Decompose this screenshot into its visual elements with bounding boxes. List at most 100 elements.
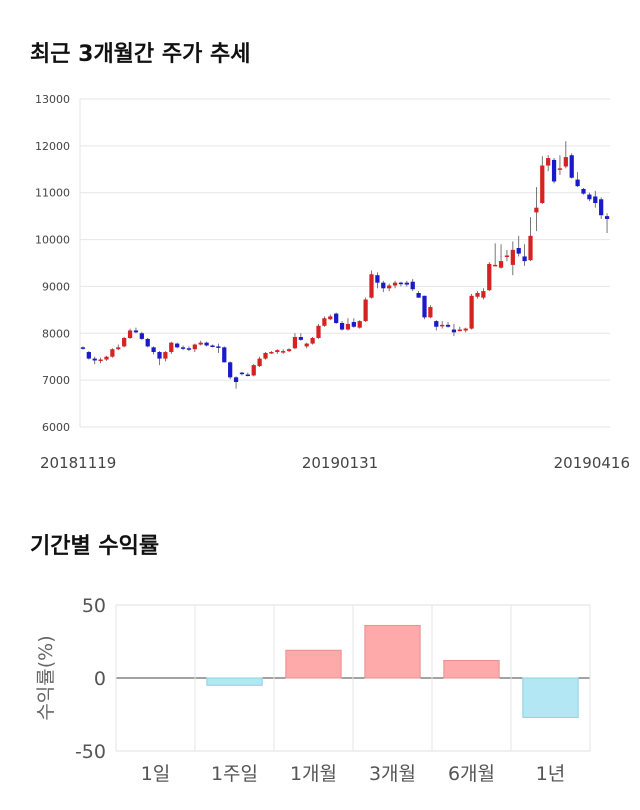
candle-body <box>269 352 274 354</box>
candle-body <box>245 374 250 377</box>
candle-body <box>286 349 292 352</box>
price-y-tick-label: 6000 <box>42 421 70 434</box>
candle-body <box>334 313 339 323</box>
candle-body <box>575 179 580 187</box>
candle-body <box>233 377 239 383</box>
returns-bar <box>206 677 263 686</box>
returns-title: 기간별 수익률 <box>30 534 160 559</box>
price-y-tick-label: 12000 <box>35 140 70 153</box>
candle-body <box>410 281 415 290</box>
candle-body <box>210 345 215 347</box>
candle-body <box>281 351 286 353</box>
candle-body <box>398 282 404 285</box>
returns-y-tick-label: 50 <box>82 595 106 617</box>
returns-x-tick-label: 1일 <box>141 763 171 785</box>
candle-body <box>263 352 268 359</box>
candle-body <box>127 330 133 338</box>
price-y-tick-label: 8000 <box>42 327 70 340</box>
candle-body <box>534 207 539 213</box>
price-x-tick-label: 20190416 <box>554 454 630 472</box>
candle-body <box>375 275 380 283</box>
returns-y-axis-ticks: 50 0 -50 <box>75 595 106 763</box>
candle-body <box>528 235 533 261</box>
returns-x-axis-labels: 1일 1주일 1개월 3개월 6개월 1년 <box>141 763 566 785</box>
candle-body <box>463 328 468 331</box>
price-y-tick-label: 7000 <box>42 374 70 387</box>
candle-body <box>175 343 180 348</box>
candle-body <box>581 188 586 194</box>
candle-body <box>475 292 480 297</box>
candle-body <box>540 165 545 204</box>
candle-body <box>145 338 150 347</box>
returns-x-tick-label: 1년 <box>536 763 566 785</box>
candle-body <box>416 292 421 298</box>
candle-body <box>510 249 515 265</box>
candle-body <box>275 350 280 353</box>
candle-body <box>563 157 568 167</box>
price-x-tick-label: 20181119 <box>40 454 116 472</box>
candle-body <box>163 352 168 359</box>
candle-body <box>292 337 298 349</box>
candle-body <box>392 282 398 286</box>
candle-body <box>363 299 368 322</box>
price-y-tick-label: 9000 <box>42 280 70 293</box>
candle-body <box>593 196 598 204</box>
candle-body <box>157 352 162 359</box>
candle-body <box>504 255 510 258</box>
candle-body <box>445 324 451 327</box>
candle-body <box>80 347 86 349</box>
returns-bar <box>285 649 342 679</box>
candle-body <box>298 337 303 340</box>
candle-body <box>351 322 356 327</box>
candle-body <box>381 282 386 289</box>
returns-x-tick-label: 3개월 <box>369 763 416 785</box>
candle-body <box>322 318 327 326</box>
candle-body <box>198 342 203 345</box>
candle-body <box>86 352 91 359</box>
returns-bar <box>364 624 421 679</box>
candle-body <box>104 356 109 360</box>
candle-body <box>122 337 127 347</box>
candle-body <box>133 330 139 333</box>
price-trend-title: 최근 3개월간 주가 추세 <box>30 42 251 67</box>
candle-body <box>257 358 262 367</box>
candle-body <box>522 256 527 262</box>
returns-x-tick-label: 1주일 <box>211 763 258 785</box>
returns-bar <box>443 659 500 679</box>
candle-body <box>481 291 486 298</box>
candle-body <box>310 337 315 344</box>
candle-body <box>139 333 144 339</box>
returns-x-tick-label: 1개월 <box>290 763 337 785</box>
candle-body <box>92 358 97 361</box>
candle-body <box>469 295 474 329</box>
candle-body <box>387 285 392 289</box>
candle-body <box>404 282 409 285</box>
candle-body <box>222 347 227 363</box>
candle-body <box>304 343 309 347</box>
price-chart-grid <box>79 98 610 428</box>
candle-body <box>116 347 121 350</box>
candle-body <box>216 346 221 348</box>
candle-body <box>457 329 462 332</box>
price-y-tick-label: 11000 <box>35 187 70 200</box>
candle-body <box>180 347 186 349</box>
candle-body <box>345 323 351 330</box>
candle-body <box>186 348 192 350</box>
candle-body <box>339 322 345 330</box>
price-y-axis-ticks: 13000 12000 11000 10000 9000 8000 7000 6000 <box>35 93 70 434</box>
candle-body <box>604 216 610 219</box>
price-candles <box>80 141 610 389</box>
candle-body <box>451 329 457 333</box>
price-candlestick-chart: 13000 12000 11000 10000 9000 8000 7000 6000 201… <box>35 93 630 472</box>
candle-body <box>428 307 433 318</box>
candle-body <box>493 264 498 267</box>
returns-bar <box>522 677 579 718</box>
candle-body <box>98 359 103 362</box>
candle-body <box>546 158 551 166</box>
returns-y-tick-label: 0 <box>94 668 106 690</box>
returns-y-tick-label: -50 <box>75 741 106 763</box>
price-y-tick-label: 10000 <box>35 234 70 247</box>
returns-y-axis-label: 수익률(%) <box>35 635 57 720</box>
candle-body <box>422 295 427 318</box>
candle-body <box>369 274 374 298</box>
